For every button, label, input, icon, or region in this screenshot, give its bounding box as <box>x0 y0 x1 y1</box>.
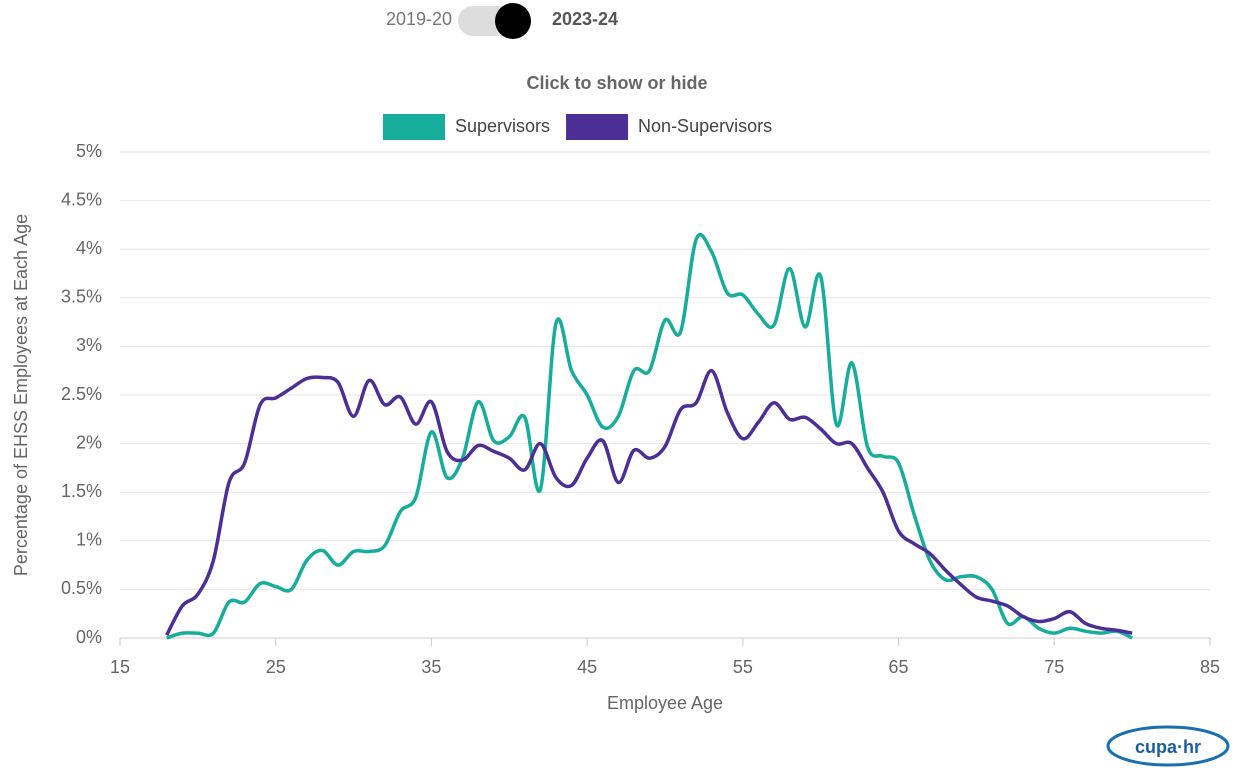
y-tick-label: 3% <box>76 335 102 355</box>
y-tick-label: 3.5% <box>61 287 102 307</box>
y-tick-label: 4.5% <box>61 189 102 209</box>
toggle-left[interactable]: 2019-20 <box>386 9 452 29</box>
legend-title: Click to show or hide <box>526 73 707 93</box>
x-tick-label: 25 <box>266 657 286 677</box>
y-tick-label: 0.5% <box>61 578 102 598</box>
series-line <box>165 368 1133 636</box>
y-tick-label: 5% <box>76 141 102 161</box>
legend-label[interactable]: Non-Supervisors <box>638 116 772 136</box>
y-tick-label: 1.5% <box>61 481 102 501</box>
y-tick-label: 0% <box>76 627 102 647</box>
toggle-knob[interactable] <box>495 3 531 39</box>
x-tick-label: 75 <box>1044 657 1064 677</box>
x-axis-title: Employee Age <box>607 693 723 713</box>
legend-swatch[interactable] <box>383 114 445 140</box>
y-axis-title: Percentage of EHSS Employees at Each Age <box>11 214 31 576</box>
x-tick-label: 35 <box>421 657 441 677</box>
logo: cupa·hr <box>1135 737 1201 757</box>
x-tick-label: 45 <box>577 657 597 677</box>
logo-ring <box>1106 725 1230 767</box>
x-tick-label: 65 <box>889 657 909 677</box>
y-tick-label: 4% <box>76 238 102 258</box>
toggle-right[interactable]: 2023-24 <box>552 9 618 29</box>
series-line <box>166 232 1133 640</box>
y-tick-label: 2% <box>76 432 102 452</box>
x-tick-label: 15 <box>110 657 130 677</box>
legend-swatch[interactable] <box>566 114 629 140</box>
legend-label[interactable]: Supervisors <box>455 116 550 136</box>
y-tick-label: 2.5% <box>61 384 102 404</box>
y-tick-label: 1% <box>76 530 102 550</box>
x-tick-label: 55 <box>733 657 753 677</box>
x-tick-label: 85 <box>1200 657 1220 677</box>
